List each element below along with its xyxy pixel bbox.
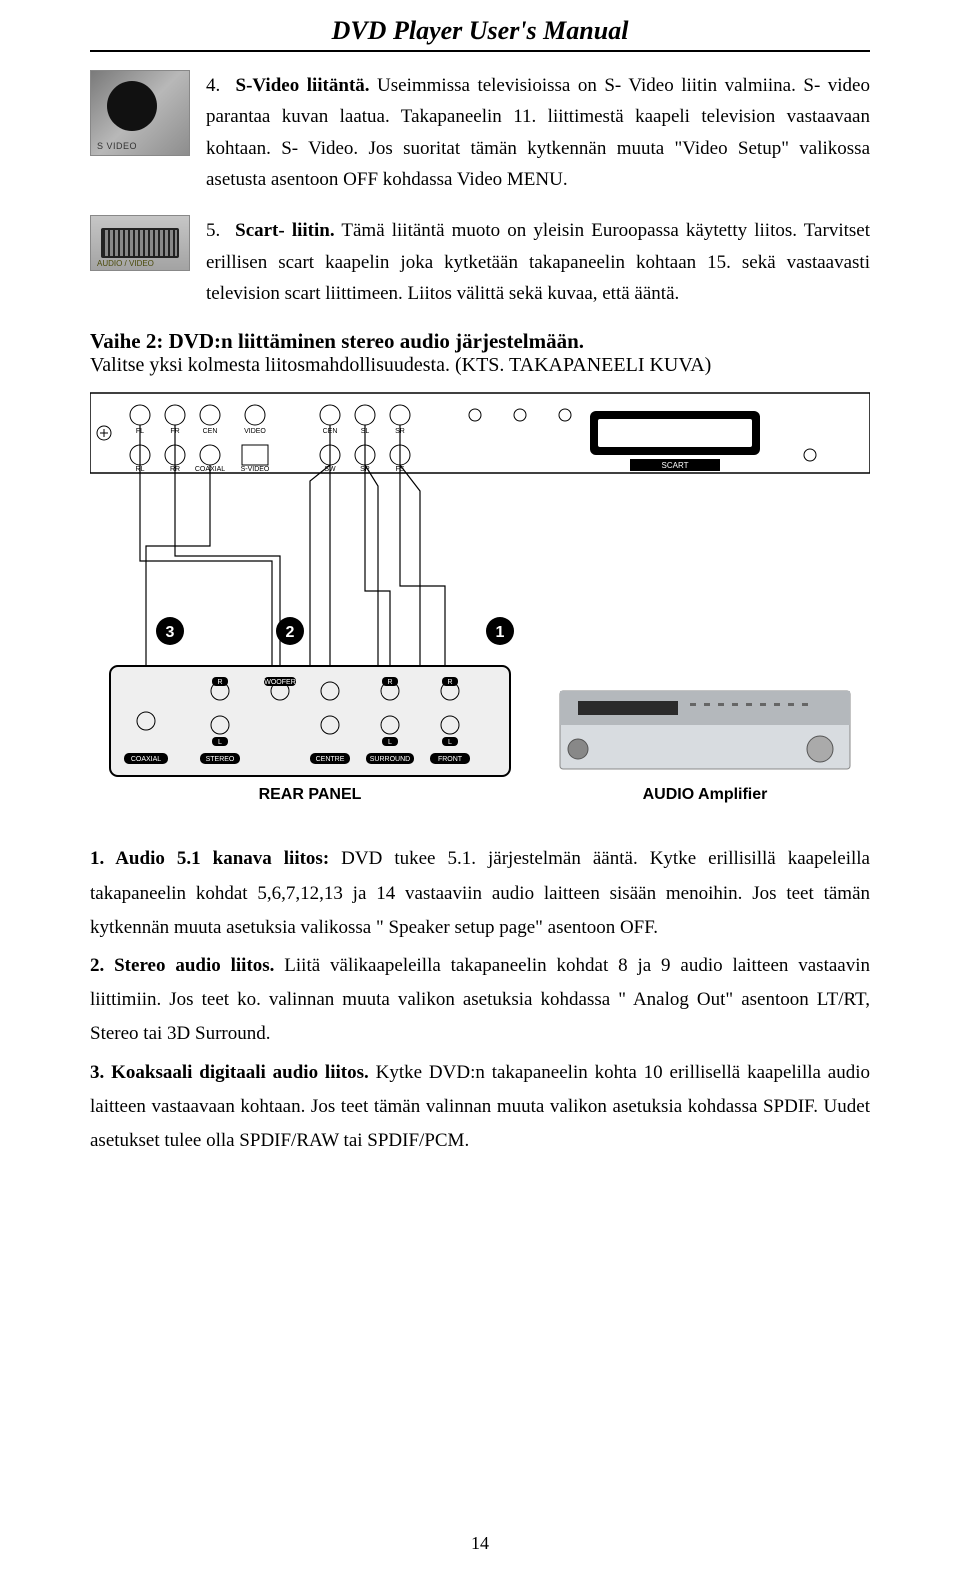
amp-surround: SURROUND	[370, 756, 410, 763]
lbl-svid: S-VIDEO	[241, 466, 270, 473]
amp-coax: COAXIAL	[131, 756, 161, 763]
svideo-thumb-label: S VIDEO	[97, 141, 137, 151]
para-1: 1. Audio 5.1 kanava liitos: DVD tukee 5.…	[90, 842, 870, 945]
amp-centre: CENTRE	[316, 756, 345, 763]
circle-2: 2	[286, 624, 295, 641]
section-5-num: 5.	[206, 215, 228, 246]
amp-front: FRONT	[438, 756, 463, 763]
amp-l1: L	[218, 739, 222, 746]
circle-3: 3	[166, 624, 175, 641]
section-4-title: S-Video liitäntä.	[236, 75, 370, 96]
section-5: AUDIO / VIDEO 5. Scart- liitin. Tämä lii…	[90, 215, 870, 309]
vaihe2-heading: Vaihe 2: DVD:n liittäminen stereo audio …	[90, 329, 870, 354]
section-5-text: 5. Scart- liitin. Tämä liitäntä muoto on…	[206, 215, 870, 309]
amp-r2: R	[387, 679, 392, 686]
section-4: S VIDEO 4. S-Video liitäntä. Useimmissa …	[90, 70, 870, 195]
scart-thumb: AUDIO / VIDEO	[90, 215, 190, 271]
connection-diagram: FL FR CEN VIDEO CEN SL SR SCART RL RR CO…	[90, 391, 870, 811]
para-2-lead: 2. Stereo audio liitos.	[90, 955, 274, 976]
section-4-text: 4. S-Video liitäntä. Useimmissa televisi…	[206, 70, 870, 195]
para-1-lead: 1. Audio 5.1 kanava liitos:	[90, 848, 329, 869]
amp-l2: L	[388, 739, 392, 746]
rear-panel-title: REAR PANEL	[259, 786, 362, 803]
amp-l3: L	[448, 739, 452, 746]
para-3-lead: 3. Koaksaali digitaali audio liitos.	[90, 1062, 369, 1083]
para-3: 3. Koaksaali digitaali audio liitos. Kyt…	[90, 1056, 870, 1159]
amp-r1: R	[217, 679, 222, 686]
lbl-video: VIDEO	[244, 428, 266, 435]
scart-thumb-label: AUDIO / VIDEO	[97, 259, 154, 268]
amp-r3: R	[447, 679, 452, 686]
para-2: 2. Stereo audio liitos. Liitä välikaapel…	[90, 949, 870, 1052]
amp-stereo: STEREO	[206, 756, 235, 763]
header-title: DVD Player User's Manual	[90, 0, 870, 50]
section-4-num: 4.	[206, 70, 228, 101]
section-5-title: Scart- liitin.	[235, 220, 334, 241]
header-rule	[90, 50, 870, 52]
page-number: 14	[0, 1533, 960, 1554]
lbl-cen: CEN	[203, 428, 218, 435]
svideo-thumb: S VIDEO	[90, 70, 190, 156]
amp-title: AUDIO Amplifier	[643, 786, 768, 803]
vaihe2-sub: Valitse yksi kolmesta liitosmahdollisuud…	[90, 354, 870, 377]
circle-1: 1	[496, 624, 505, 641]
lbl-scart2: SCART	[662, 461, 689, 470]
amp-woofer: WOOFER	[264, 679, 296, 686]
